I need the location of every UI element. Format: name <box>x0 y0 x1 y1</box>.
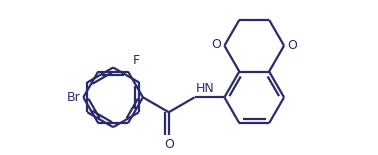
Text: O: O <box>287 39 297 52</box>
Text: O: O <box>164 138 174 151</box>
Text: O: O <box>211 38 221 51</box>
Text: F: F <box>132 54 139 67</box>
Text: HN: HN <box>196 82 214 95</box>
Text: Br: Br <box>67 91 81 104</box>
